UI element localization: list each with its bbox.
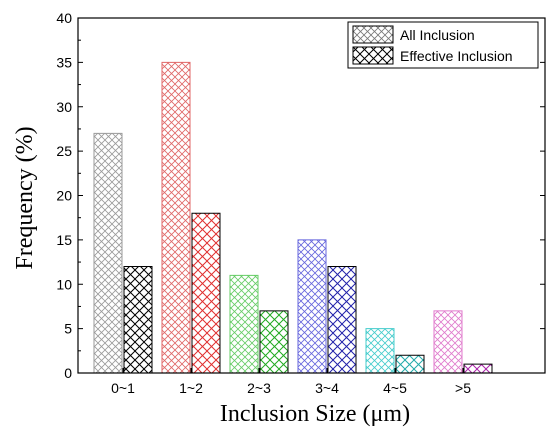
x-tick-label: 1~2	[179, 380, 203, 396]
legend: All Inclusion Effective Inclusion	[347, 21, 539, 69]
bar-effective-0	[123, 266, 153, 374]
legend-label: Effective Inclusion	[400, 48, 513, 64]
bar-all-4	[365, 328, 395, 374]
legend-swatch	[352, 25, 394, 44]
bar-all-1	[161, 61, 191, 374]
x-tick-label: 4~5	[383, 380, 407, 396]
bar-effective-5	[463, 363, 493, 374]
x-axis-title: Inclusion Size (μm)	[220, 401, 410, 427]
bar-all-2	[229, 274, 259, 374]
x-tick-label: 2~3	[247, 380, 271, 396]
x-tick-label: 0~1	[111, 380, 135, 396]
bars-layer	[93, 61, 493, 374]
bar-effective-2	[259, 310, 289, 374]
legend-label: All Inclusion	[400, 27, 475, 43]
y-tick-label: 40	[56, 10, 72, 26]
y-tick-label: 35	[56, 54, 72, 70]
bar-effective-3	[327, 266, 357, 374]
bar-all-0	[93, 132, 123, 374]
bar-all-3	[297, 239, 327, 374]
y-tick-label: 5	[64, 321, 72, 337]
y-tick-label: 20	[56, 188, 72, 204]
y-tick-label: 30	[56, 99, 72, 115]
bar-all-5	[433, 310, 463, 374]
y-axis-title: Frequency (%)	[12, 126, 38, 269]
bar-effective-1	[191, 212, 221, 374]
y-tick-label: 15	[56, 232, 72, 248]
axes-layer: 0 5 10 15 20 25 30 35 40 0~1 1~2 2~3 3~4 4~5 >5	[56, 10, 546, 396]
y-tick-label: 0	[64, 365, 72, 381]
x-tick-label: 3~4	[315, 380, 339, 396]
legend-swatch	[352, 46, 394, 65]
bar-effective-4	[395, 354, 425, 374]
y-tick-label: 25	[56, 143, 72, 159]
x-tick-label: >5	[455, 380, 471, 396]
y-tick-label: 10	[56, 276, 72, 292]
